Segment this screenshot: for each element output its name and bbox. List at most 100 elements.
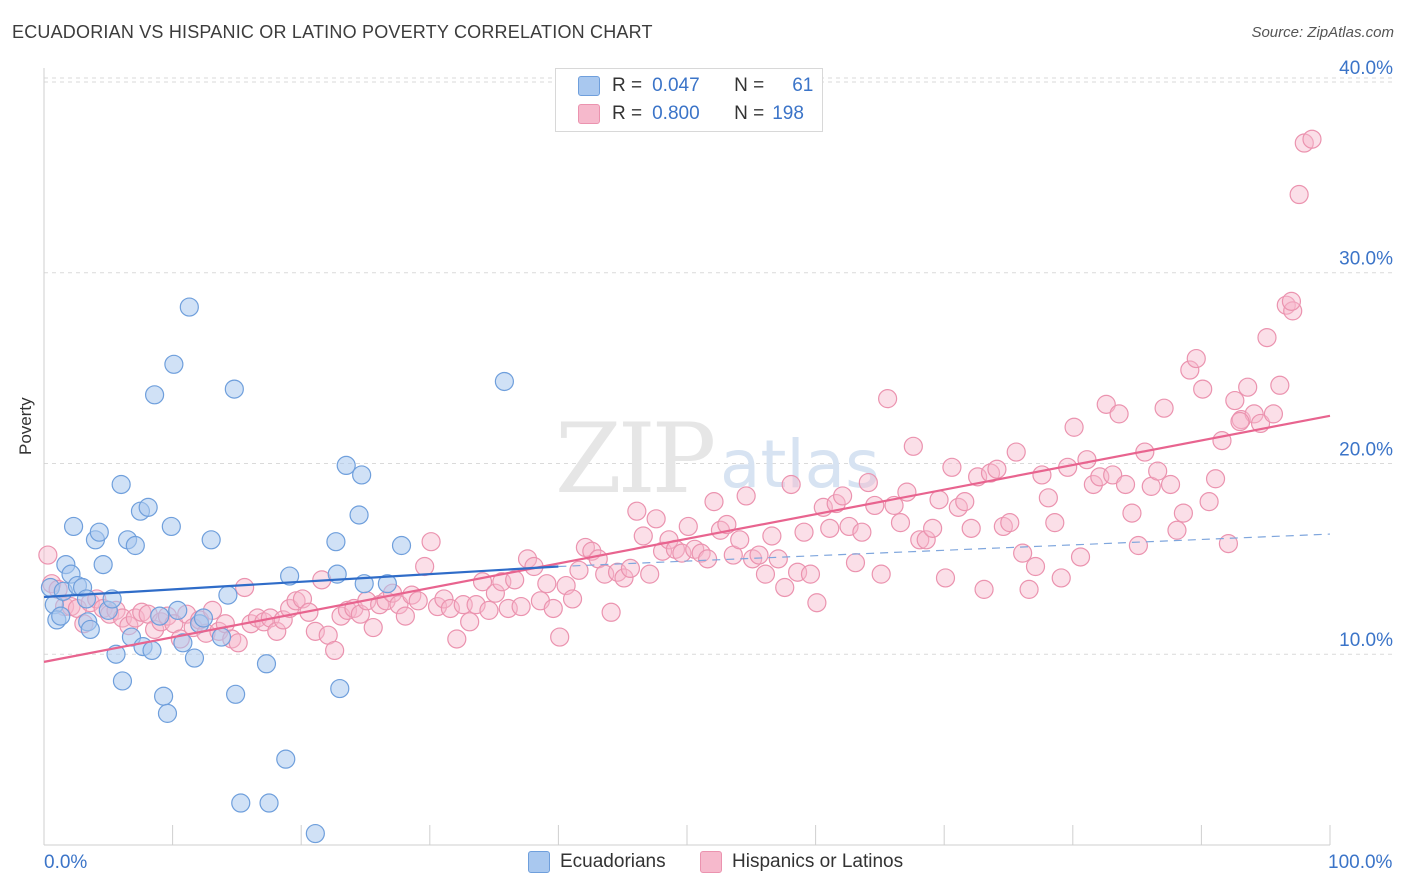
data-point-hispanics [865, 495, 885, 516]
data-point-ecuadorians [280, 566, 300, 586]
data-point-hispanics [833, 486, 853, 506]
data-point-hispanics [755, 564, 776, 584]
data-point-hispanics [1289, 184, 1309, 205]
data-point-hispanics [1128, 535, 1148, 556]
legend-swatch-blue [578, 76, 600, 96]
data-point-hispanics [415, 556, 435, 577]
data-point-ecuadorians [377, 574, 397, 594]
data-point-hispanics [434, 589, 454, 609]
data-point-hispanics [1096, 394, 1116, 414]
data-point-ecuadorians [173, 633, 193, 653]
data-point-hispanics [1205, 469, 1226, 489]
data-point-ecuadorians [179, 297, 199, 317]
y-tick-label: 20.0% [1339, 439, 1393, 460]
data-point-hispanics [408, 591, 428, 611]
legend-label-ecuadorians: Ecuadorians [560, 851, 666, 872]
data-point-hispanics [485, 583, 505, 603]
stats-legend: R = 0.047 N = 61 R = 0.800 N = 198 [555, 68, 823, 132]
data-point-hispanics [614, 568, 634, 588]
data-point-hispanics [1238, 377, 1258, 397]
data-point-ecuadorians [142, 640, 162, 661]
legend-n-value: 61 [792, 75, 814, 96]
legend-r-label: R = [612, 75, 643, 96]
data-point-hispanics [1019, 579, 1039, 599]
data-point-hispanics [1173, 503, 1193, 523]
y-tick-label: 10.0% [1339, 630, 1393, 651]
data-point-hispanics [460, 612, 480, 632]
data-point-ecuadorians [305, 823, 325, 844]
data-point-ecuadorians [330, 678, 350, 699]
data-point-hispanics [38, 545, 58, 565]
data-point-hispanics [858, 472, 878, 493]
data-point-hispanics [1038, 488, 1058, 508]
data-point-hispanics [923, 518, 943, 538]
legend-n-value: 198 [772, 103, 804, 124]
data-point-hispanics [826, 493, 846, 514]
data-point-ecuadorians [352, 465, 372, 485]
data-point-hispanics [1167, 520, 1187, 540]
data-point-hispanics [1013, 543, 1033, 563]
data-point-hispanics [820, 518, 840, 538]
data-point-ecuadorians [218, 585, 238, 605]
data-point-hispanics [633, 526, 653, 546]
legend-n-label: N = [734, 103, 765, 124]
data-point-ecuadorians [224, 379, 244, 399]
data-point-ecuadorians [102, 589, 122, 609]
data-point-hispanics [704, 492, 724, 512]
data-point-ecuadorians [256, 654, 277, 674]
data-point-hispanics [1199, 492, 1219, 512]
data-point-hispanics [640, 564, 660, 584]
trendline-extension [558, 533, 1331, 568]
data-point-hispanics [479, 600, 499, 620]
data-point-hispanics [325, 640, 345, 661]
y-tick-label: 30.0% [1339, 249, 1393, 270]
data-point-hispanics [511, 596, 531, 617]
data-point-ecuadorians [226, 684, 246, 704]
data-point-hispanics [363, 617, 383, 638]
data-point-hispanics [537, 574, 557, 594]
data-point-hispanics [845, 553, 866, 573]
data-point-hispanics [794, 522, 814, 542]
x-tick-label-max: 100.0% [1328, 852, 1393, 873]
trendline-ecuadorians [43, 565, 559, 599]
data-point-ecuadorians [276, 749, 296, 769]
data-point-ecuadorians [63, 516, 84, 537]
data-point-hispanics [974, 579, 994, 599]
data-point-ecuadorians [80, 619, 100, 640]
data-point-ecuadorians [326, 532, 346, 552]
data-point-ecuadorians [201, 530, 221, 550]
legend-r-value: 0.047 [652, 75, 700, 96]
data-point-hispanics [672, 543, 692, 563]
data-point-hispanics [1281, 291, 1302, 311]
data-point-hispanics [1051, 568, 1071, 588]
data-point-hispanics [1103, 465, 1123, 485]
data-point-hispanics [775, 577, 795, 598]
data-point-hispanics [1115, 474, 1136, 495]
data-point-hispanics [562, 589, 583, 609]
data-point-hispanics [807, 593, 827, 613]
data-point-ecuadorians [336, 455, 356, 476]
data-point-hispanics [447, 629, 467, 649]
data-point-hispanics [1225, 390, 1245, 411]
data-point-ecuadorians [494, 371, 514, 392]
data-point-hispanics [955, 492, 975, 512]
data-point-hispanics [1006, 442, 1026, 462]
data-point-hispanics [730, 530, 750, 550]
data-point-ecuadorians [76, 589, 97, 609]
data-point-ecuadorians [193, 608, 214, 628]
data-point-hispanics [1122, 503, 1142, 523]
data-point-hispanics [620, 558, 641, 579]
data-point-ecuadorians [125, 535, 145, 556]
data-point-hispanics [929, 490, 949, 510]
data-point-hispanics [235, 577, 255, 598]
data-point-hispanics [1154, 398, 1174, 418]
legend-item-hispanics: Hispanics or Latinos [700, 851, 903, 873]
data-point-hispanics [871, 564, 891, 584]
x-tick-label-min: 0.0% [44, 852, 88, 873]
data-point-ecuadorians [157, 703, 178, 723]
legend-row-hispanics: R = 0.800 N = 198 [578, 102, 804, 126]
data-point-hispanics [1160, 474, 1181, 495]
data-point-hispanics [569, 560, 589, 580]
data-point-ecuadorians [259, 793, 279, 813]
data-point-hispanics [627, 501, 647, 521]
